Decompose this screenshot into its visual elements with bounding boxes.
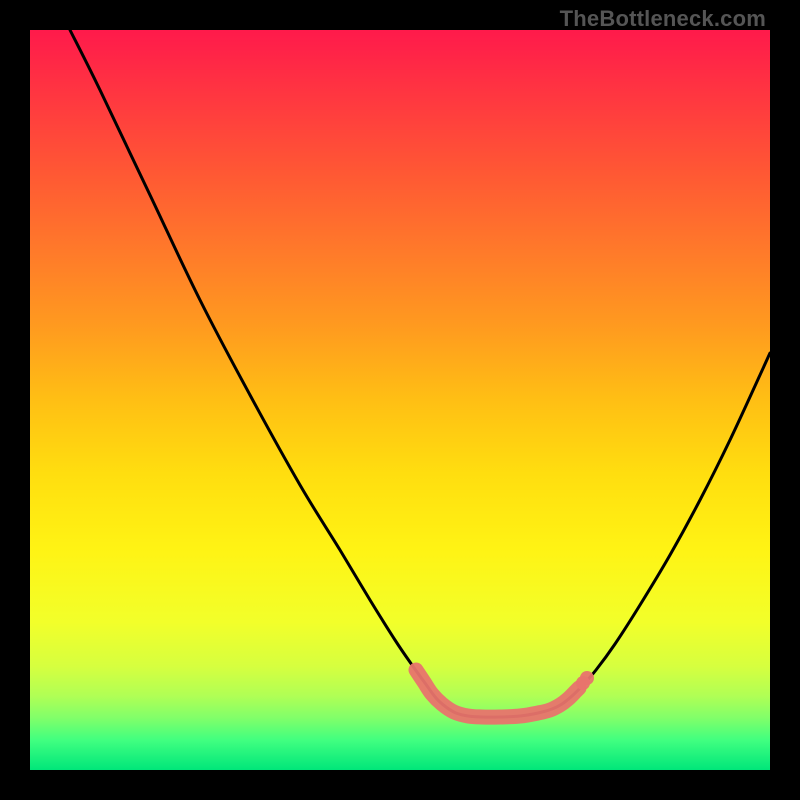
- plot-background: [30, 30, 770, 770]
- marker-dot: [580, 671, 594, 685]
- chart-frame: TheBottleneck.com: [0, 0, 800, 800]
- chart-svg: [0, 0, 800, 800]
- watermark-text: TheBottleneck.com: [560, 6, 766, 32]
